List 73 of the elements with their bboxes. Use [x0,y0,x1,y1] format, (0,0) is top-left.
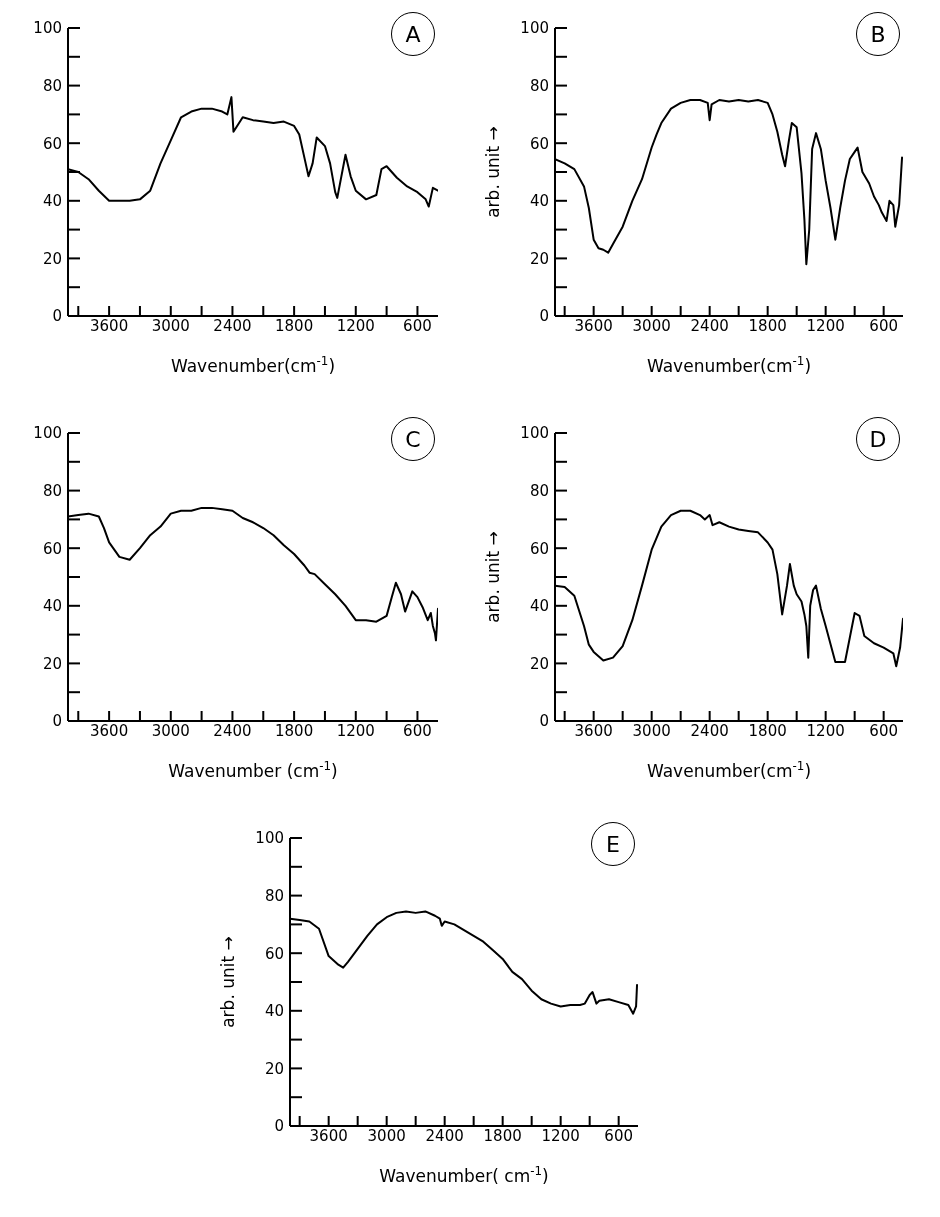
y-tick-label: 60 [529,134,549,153]
y-tick-label: 0 [539,712,549,731]
y-tick-label: 100 [33,19,62,38]
y-tick-label: 0 [274,1117,284,1136]
x-tick-label: 2400 [213,316,252,335]
chart-title: C [405,426,421,452]
y-tick-label: 40 [529,192,549,211]
x-tick-label: 3000 [632,316,671,335]
x-tick-label: 1800 [275,316,314,335]
y-tick-label: 80 [529,76,549,95]
x-axis-title: Wavenumber (cm$^{-1}$) [168,759,338,781]
y-tick-label: 40 [42,597,62,616]
y-axis-title: arb. unit → [218,936,238,1028]
chart-title: E [606,831,620,857]
x-tick-label: 1800 [748,316,787,335]
y-tick-label: 40 [264,1002,284,1021]
y-tick-label: 0 [52,307,62,326]
y-tick-label: 40 [529,597,549,616]
y-tick-label: 60 [42,134,62,153]
x-tick-label: 1200 [336,721,375,740]
x-tick-label: 1200 [541,1126,580,1145]
x-tick-label: 3000 [151,316,190,335]
y-tick-label: 60 [42,539,62,558]
y-tick-label: 100 [520,424,549,443]
y-tick-label: 0 [539,307,549,326]
x-tick-label: 600 [869,316,898,335]
x-tick-label: 2400 [690,316,729,335]
x-tick-label: 3600 [90,721,129,740]
x-tick-label: 1200 [806,721,845,740]
x-tick-label: 1200 [336,316,375,335]
x-tick-label: 1200 [806,316,845,335]
x-tick-label: 2400 [425,1126,464,1145]
y-axis-title: arb. unit → [483,531,503,623]
x-tick-label: 600 [604,1126,633,1145]
x-tick-label: 3600 [574,721,613,740]
x-tick-label: 3600 [90,316,129,335]
y-tick-label: 80 [264,886,284,905]
y-tick-label: 20 [529,654,549,673]
y-tick-label: 20 [42,654,62,673]
y-tick-label: 80 [42,481,62,500]
x-tick-label: 2400 [213,721,252,740]
y-tick-label: 100 [520,19,549,38]
x-tick-label: 600 [403,721,432,740]
y-axis-title: arb. unit → [483,126,503,218]
y-tick-label: 80 [42,76,62,95]
y-tick-label: 20 [264,1059,284,1078]
x-tick-label: 3600 [309,1126,348,1145]
chart-title: A [405,21,421,47]
x-tick-label: 600 [403,316,432,335]
chart-title: D [869,426,887,452]
y-tick-label: 20 [529,249,549,268]
y-tick-label: 100 [33,424,62,443]
x-axis-title: Wavenumber(cm$^{-1}$) [646,354,812,376]
x-axis-title: Wavenumber(cm$^{-1}$) [646,759,812,781]
y-tick-label: 60 [529,539,549,558]
x-tick-label: 1800 [483,1126,522,1145]
x-tick-label: 2400 [690,721,729,740]
x-tick-label: 3000 [632,721,671,740]
x-tick-label: 3600 [574,316,613,335]
x-tick-label: 1800 [275,721,314,740]
y-tick-label: 20 [42,249,62,268]
y-tick-label: 0 [52,712,62,731]
x-tick-label: 600 [869,721,898,740]
x-tick-label: 1800 [748,721,787,740]
y-tick-label: 80 [529,481,549,500]
y-tick-label: 40 [42,192,62,211]
x-tick-label: 3000 [151,721,190,740]
y-tick-label: 100 [255,829,284,848]
x-tick-label: 3000 [367,1126,406,1145]
x-axis-title: Wavenumber(cm$^{-1}$) [170,354,336,376]
x-axis-title: Wavenumber( cm$^{-1}$) [379,1164,549,1186]
y-tick-label: 60 [264,944,284,963]
chart-title: B [870,21,886,47]
